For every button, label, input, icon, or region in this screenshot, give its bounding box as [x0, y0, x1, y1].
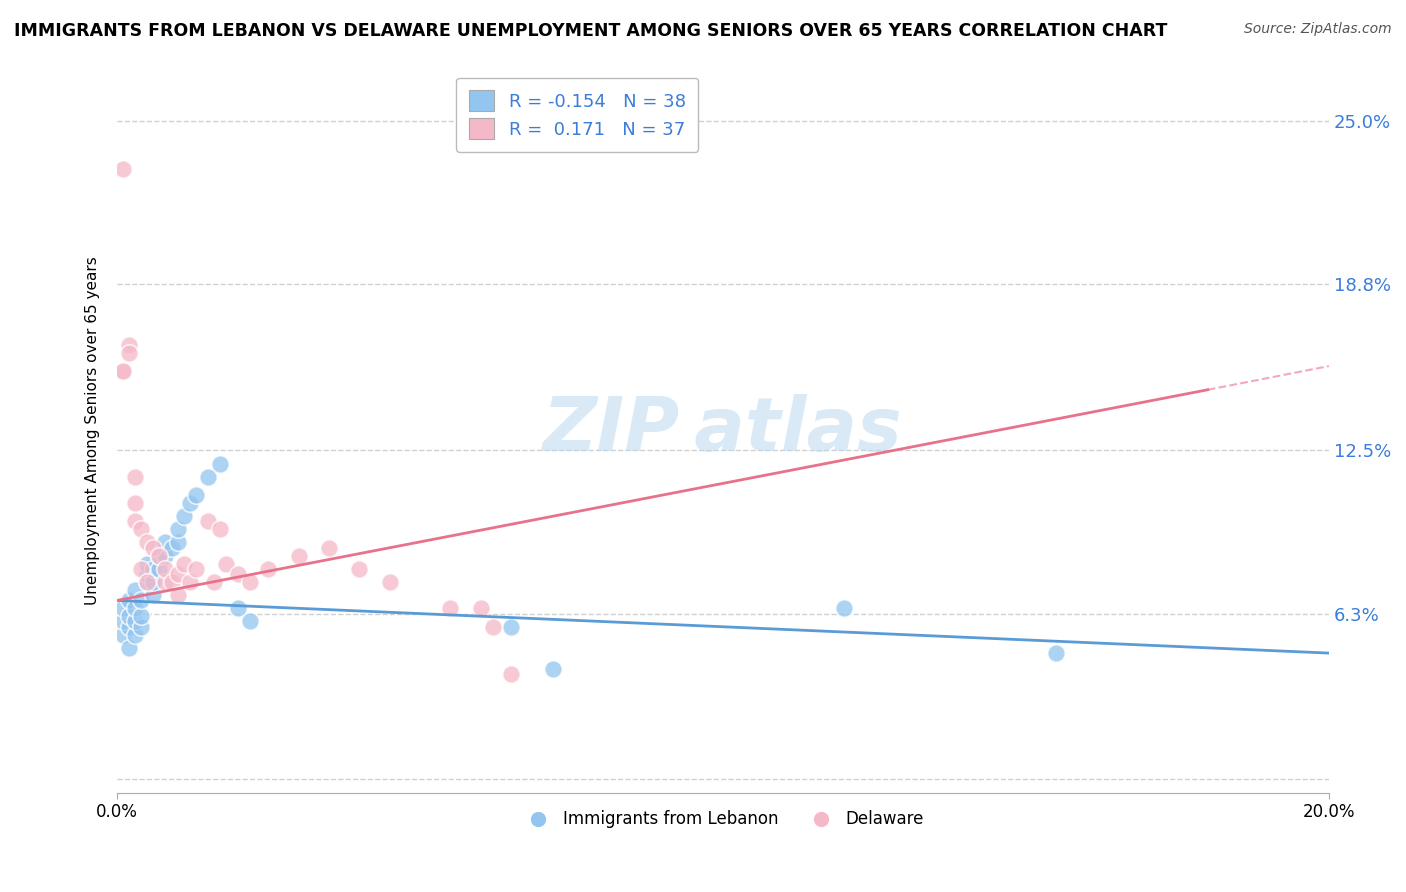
Point	[136, 567, 159, 582]
Point	[318, 541, 340, 555]
Point	[129, 593, 152, 607]
Point	[184, 488, 207, 502]
Point	[208, 522, 231, 536]
Point	[226, 567, 249, 582]
Point	[197, 515, 219, 529]
Point	[208, 457, 231, 471]
Point	[118, 620, 141, 634]
Legend: Immigrants from Lebanon, Delaware: Immigrants from Lebanon, Delaware	[515, 804, 931, 835]
Point	[148, 549, 170, 563]
Point	[160, 574, 183, 589]
Point	[155, 535, 177, 549]
Point	[499, 667, 522, 681]
Point	[239, 574, 262, 589]
Point	[179, 496, 201, 510]
Point	[257, 562, 280, 576]
Point	[166, 588, 188, 602]
Point	[112, 615, 135, 629]
Point	[226, 601, 249, 615]
Point	[439, 601, 461, 615]
Text: ZIP atlas: ZIP atlas	[543, 394, 903, 467]
Point	[173, 557, 195, 571]
Point	[124, 628, 146, 642]
Point	[166, 567, 188, 582]
Point	[197, 469, 219, 483]
Point	[1045, 646, 1067, 660]
Y-axis label: Unemployment Among Seniors over 65 years: Unemployment Among Seniors over 65 years	[86, 256, 100, 605]
Point	[118, 338, 141, 352]
Point	[112, 161, 135, 176]
Point	[184, 562, 207, 576]
Point	[124, 469, 146, 483]
Point	[155, 562, 177, 576]
Point	[202, 574, 225, 589]
Point	[136, 574, 159, 589]
Point	[148, 562, 170, 576]
Point	[118, 640, 141, 655]
Text: IMMIGRANTS FROM LEBANON VS DELAWARE UNEMPLOYMENT AMONG SENIORS OVER 65 YEARS COR: IMMIGRANTS FROM LEBANON VS DELAWARE UNEM…	[14, 22, 1167, 40]
Point	[112, 601, 135, 615]
Point	[136, 574, 159, 589]
Point	[287, 549, 309, 563]
Point	[129, 522, 152, 536]
Point	[239, 615, 262, 629]
Point	[112, 364, 135, 378]
Point	[470, 601, 492, 615]
Point	[124, 582, 146, 597]
Point	[166, 535, 188, 549]
Text: Source: ZipAtlas.com: Source: ZipAtlas.com	[1244, 22, 1392, 37]
Point	[499, 620, 522, 634]
Point	[112, 628, 135, 642]
Point	[349, 562, 371, 576]
Point	[142, 541, 165, 555]
Point	[136, 535, 159, 549]
Point	[173, 509, 195, 524]
Point	[129, 620, 152, 634]
Point	[155, 574, 177, 589]
Point	[832, 601, 855, 615]
Point	[142, 562, 165, 576]
Point	[118, 593, 141, 607]
Point	[124, 601, 146, 615]
Point	[215, 557, 238, 571]
Point	[148, 549, 170, 563]
Point	[118, 609, 141, 624]
Point	[142, 588, 165, 602]
Point	[481, 620, 503, 634]
Point	[124, 496, 146, 510]
Point	[112, 364, 135, 378]
Point	[118, 346, 141, 360]
Point	[378, 574, 401, 589]
Point	[155, 549, 177, 563]
Point	[166, 522, 188, 536]
Point	[124, 515, 146, 529]
Point	[541, 662, 564, 676]
Point	[129, 609, 152, 624]
Point	[179, 574, 201, 589]
Point	[142, 574, 165, 589]
Point	[160, 541, 183, 555]
Point	[129, 562, 152, 576]
Point	[136, 557, 159, 571]
Point	[124, 615, 146, 629]
